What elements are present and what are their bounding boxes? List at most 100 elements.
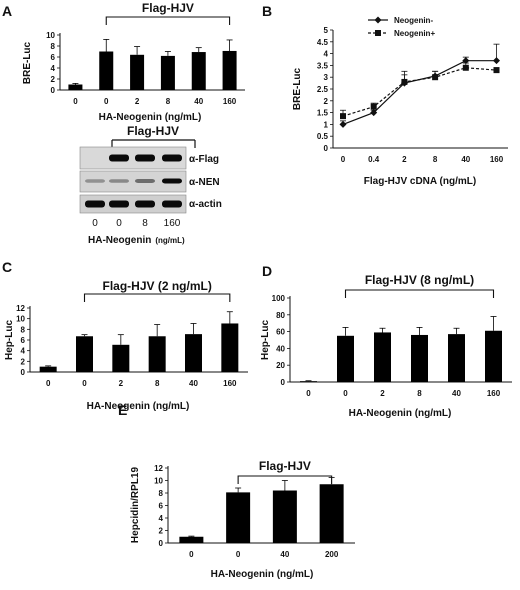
data-point — [339, 120, 347, 128]
y-tick-label: 6 — [21, 336, 26, 345]
blot-col-label: 160 — [164, 218, 181, 229]
x-tick-label: 2 — [119, 379, 124, 388]
y-axis-title: BRE-Luc — [292, 67, 303, 110]
blot-col-label: 0 — [92, 218, 98, 229]
x-tick-label: 2 — [380, 389, 385, 398]
blot-band — [85, 200, 105, 208]
bar — [374, 332, 391, 382]
x-axis-title: HA-Neogenin (ng/mL) — [211, 569, 314, 580]
bar — [226, 492, 251, 543]
bar — [185, 334, 202, 372]
x-tick-label: 0 — [82, 379, 87, 388]
bar — [39, 366, 57, 372]
bracket-label: Flag-HJV — [142, 1, 194, 15]
y-tick-label: 4 — [51, 64, 56, 73]
y-tick-label: 8 — [51, 42, 56, 51]
x-tick-label: 0 — [341, 155, 346, 164]
x-tick-label: 0 — [343, 389, 348, 398]
bracket-line — [237, 475, 333, 484]
bar — [448, 334, 465, 382]
legend-marker — [374, 16, 382, 24]
blot-band — [85, 179, 105, 183]
data-point — [493, 67, 500, 74]
blot-band — [109, 200, 129, 208]
x-tick-label: 0 — [46, 379, 51, 388]
bar — [222, 50, 237, 90]
bar — [221, 323, 239, 372]
y-tick-label: 0 — [21, 368, 26, 377]
legend-marker — [375, 30, 381, 36]
bracket-label: Flag-HJV — [259, 459, 311, 473]
x-tick-label: 8 — [166, 97, 171, 106]
data-point — [401, 78, 408, 85]
data-point — [493, 57, 501, 65]
y-tick-label: 2 — [21, 357, 26, 366]
y-tick-label: 1 — [324, 120, 329, 129]
blot-band — [162, 200, 182, 208]
y-tick-label: 0 — [281, 378, 286, 387]
y-tick-label: 0.5 — [317, 132, 329, 141]
bar — [300, 381, 317, 382]
bar — [160, 55, 175, 90]
bar — [337, 335, 354, 382]
y-tick-label: 4 — [324, 50, 329, 59]
x-tick-label: 2 — [135, 97, 140, 106]
y-tick-label: 12 — [16, 304, 25, 313]
x-tick-label: 40 — [461, 155, 470, 164]
y-tick-label: 2.5 — [317, 85, 329, 94]
y-tick-label: 0 — [51, 86, 56, 95]
y-tick-label: 4.5 — [317, 38, 329, 47]
y-tick-label: 2 — [324, 97, 329, 106]
bar — [99, 51, 114, 90]
panel-letter-b: B — [262, 3, 272, 19]
y-tick-label: 6 — [51, 53, 56, 62]
bar — [76, 336, 93, 372]
y-axis-title: Hep-Luc — [260, 320, 271, 360]
data-point — [370, 103, 377, 110]
x-tick-label: 200 — [325, 550, 339, 559]
bar — [130, 54, 145, 90]
x-tick-label: 160 — [490, 155, 504, 164]
bar — [179, 536, 204, 543]
bracket-label: Flag-HJV (2 ng/mL) — [102, 279, 211, 293]
bar — [68, 84, 83, 90]
x-tick-label: 0 — [104, 97, 109, 106]
blot-row-label-flag: α-Flag — [189, 154, 219, 165]
x-tick-label: 160 — [487, 389, 501, 398]
x-tick-label: 40 — [452, 389, 461, 398]
blot-band — [135, 179, 155, 183]
bracket-line — [344, 289, 495, 298]
panel-letter-c: C — [2, 259, 12, 275]
panel-e-chart: 0 2 4 6 8 10 12 0 0 40 200 Flag-HJV Hepcidin/RPL19 HA… — [130, 459, 355, 580]
bracket-line — [105, 16, 231, 25]
blot-row-label-actin: α-actin — [189, 199, 222, 210]
y-tick-label: 6 — [159, 502, 164, 511]
y-axis-title: BRE-Luc — [22, 41, 33, 84]
panel-b-chart: 0 0.5 1 1.5 2 2.5 3 3.5 4 4.5 5 0 0.4 2 8 40 160 Neogenin… — [292, 16, 508, 187]
y-tick-label: 2 — [159, 527, 164, 536]
legend-label: Neogenin- — [394, 16, 433, 25]
series-line — [342, 67, 497, 117]
panel-letter-d: D — [262, 263, 272, 279]
x-tick-label: 0.4 — [368, 155, 380, 164]
y-tick-label: 4 — [159, 514, 164, 523]
data-point — [432, 74, 439, 81]
bracket-label: Flag-HJV (8 ng/mL) — [365, 273, 474, 287]
x-tick-label: 40 — [280, 550, 289, 559]
y-tick-label: 0 — [159, 539, 164, 548]
data-point — [340, 113, 346, 120]
blot-band — [135, 200, 155, 208]
y-tick-label: 5 — [324, 26, 329, 35]
y-tick-label: 3.5 — [317, 61, 329, 70]
x-tick-label: 8 — [155, 379, 160, 388]
blot-col-label: 0 — [116, 218, 122, 229]
legend-label: Neogenin+ — [394, 29, 435, 38]
y-axis-title: Hepcidin/RPL19 — [130, 467, 141, 544]
y-axis-title: Hep-Luc — [4, 320, 15, 360]
y-tick-label: 8 — [159, 489, 164, 498]
bracket-line — [83, 293, 231, 302]
blot-band — [109, 154, 129, 162]
x-axis-title: HA-Neogenin (ng/mL) — [87, 401, 190, 412]
